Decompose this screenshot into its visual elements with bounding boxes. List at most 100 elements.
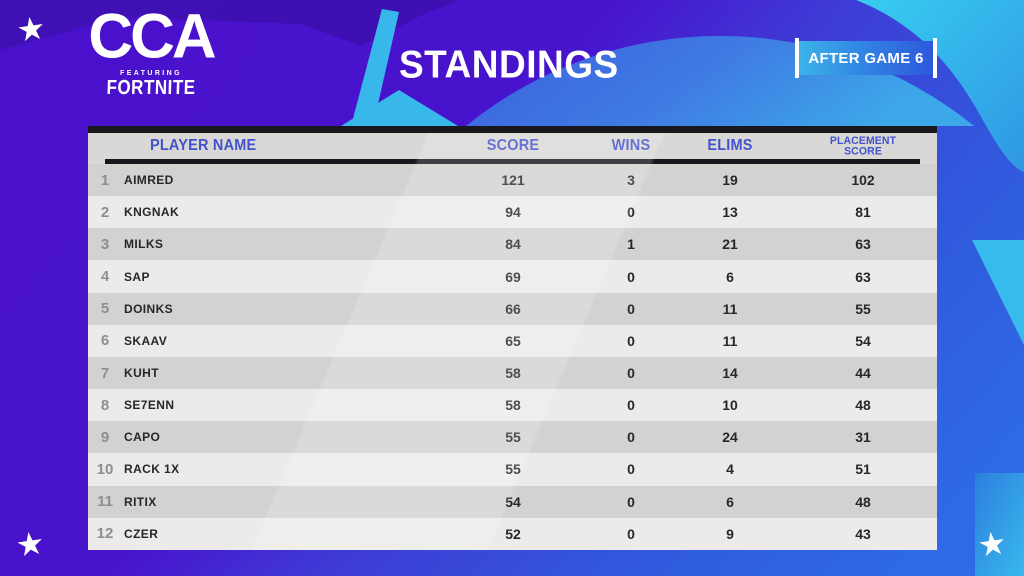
badge-left-bar [795,38,799,78]
elims-cell: 19 [722,172,738,189]
wins-cell: 3 [627,172,635,189]
elims-cell: 11 [722,332,738,349]
player-cell: MILKS [124,237,164,252]
elims-cell: 4 [726,461,734,478]
wins-cell: 0 [627,397,635,414]
player-cell: KNGNAK [124,205,180,220]
score-cell: 121 [501,172,525,189]
score-cell: 54 [505,493,521,510]
wins-cell: 1 [627,236,635,253]
rank-cell: 5 [100,300,110,318]
wins-cell: 0 [627,365,635,382]
star-icon: ★ [13,523,47,565]
header-wins: WINS [611,137,651,155]
bg-cyan-flare [341,90,458,126]
wins-cell: 0 [627,268,635,285]
table-top-bar [88,126,937,133]
player-cell: CZER [124,526,159,541]
featuring-label: FEATURING [120,70,182,77]
player-cell: SKAAV [124,333,168,348]
elims-cell: 6 [726,493,734,510]
score-cell: 55 [505,461,521,478]
table-header-underline [88,159,937,164]
header-player-name: PLAYER NAME [150,137,257,155]
player-cell: CAPO [124,430,161,445]
table-header-row: PLAYER NAME SCORE WINS ELIMS PLACEMENT S… [88,133,937,159]
table-row: 5 DOINKS 66 0 11 55 [88,292,937,325]
wins-cell: 0 [627,493,635,510]
wins-cell: 0 [627,300,635,317]
placement-cell: 48 [855,397,871,414]
score-cell: 94 [505,204,521,221]
table-row: 1 AIMRED 121 3 19 102 [88,164,937,197]
table-row: 3 MILKS 84 1 21 63 [88,228,937,261]
player-cell: KUHT [124,366,159,381]
rank-cell: 9 [100,428,110,446]
score-cell: 69 [505,268,521,285]
placement-cell: 81 [855,204,871,221]
header-elims: ELIMS [707,137,753,155]
placement-cell: 48 [855,493,871,510]
player-cell: AIMRED [124,173,174,188]
table-row: 6 SKAAV 65 0 11 54 [88,324,937,357]
placement-cell: 55 [855,300,871,317]
rank-cell: 10 [96,460,114,478]
placement-cell: 102 [851,172,875,189]
placement-cell: 54 [855,332,871,349]
score-cell: 66 [505,300,521,317]
score-cell: 65 [505,332,521,349]
standings-table: PLAYER NAME SCORE WINS ELIMS PLACEMENT S… [88,126,937,550]
score-cell: 58 [505,397,521,414]
header-placement-score: PLACEMENT SCORE [789,135,937,157]
rank-cell: 11 [97,493,113,511]
rank-cell: 12 [96,525,114,543]
elims-cell: 13 [722,204,738,221]
table-row: 9 CAPO 55 0 24 31 [88,421,937,454]
player-cell: SE7ENN [124,398,175,413]
elims-cell: 6 [726,268,734,285]
rank-cell: 4 [100,268,110,286]
rank-cell: 6 [100,332,110,350]
player-cell: RITIX [124,494,157,509]
table-row: 11 RITIX 54 0 6 48 [88,485,937,518]
elims-cell: 24 [722,429,738,446]
elims-cell: 21 [722,236,738,253]
player-cell: SAP [124,269,150,284]
placement-cell: 31 [855,429,871,446]
elims-cell: 11 [722,300,738,317]
placement-cell: 43 [855,525,871,542]
star-icon: ★ [975,523,1009,565]
bg-cyan-corner [856,0,1024,172]
elims-cell: 9 [726,525,734,542]
badge-label: AFTER GAME 6 [808,49,924,67]
score-cell: 58 [505,365,521,382]
placement-cell: 44 [855,365,871,382]
score-cell: 55 [505,429,521,446]
wins-cell: 0 [627,461,635,478]
header-score: SCORE [486,137,540,155]
after-game-badge: AFTER GAME 6 [795,38,937,78]
placement-cell: 63 [855,236,871,253]
rank-cell: 3 [100,235,110,253]
player-cell: RACK 1X [124,462,180,477]
cca-logo-text: CCA [88,1,216,72]
page-title: STANDINGS [399,42,619,86]
table-row: 8 SE7ENN 58 0 10 48 [88,389,937,422]
bg-dark-wedge [0,0,460,50]
bg-cyan-square [975,473,1024,576]
standings-rows: 1 AIMRED 121 3 19 102 2 KNGNAK 94 0 13 81 3 MILKS 84 1 2… [88,164,937,550]
table-row: 2 KNGNAK 94 0 13 81 [88,196,937,229]
rank-cell: 2 [100,203,110,221]
placement-cell: 63 [855,268,871,285]
header-placement-line2: SCORE [844,143,882,157]
score-cell: 84 [505,236,521,253]
rank-cell: 7 [100,364,110,382]
wins-cell: 0 [627,525,635,542]
badge-right-bar [933,38,937,78]
elims-cell: 10 [722,397,738,414]
score-cell: 52 [505,525,521,542]
table-row: 12 CZER 52 0 9 43 [88,517,937,550]
star-icon: ★ [14,8,48,50]
wins-cell: 0 [627,332,635,349]
bg-cyan-stripe [351,9,399,126]
